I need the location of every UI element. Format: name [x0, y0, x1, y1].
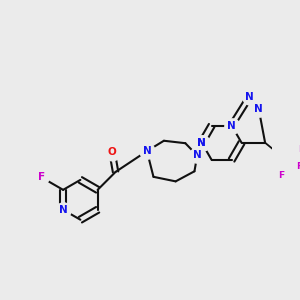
Text: F: F	[298, 146, 300, 154]
Text: N: N	[245, 92, 254, 101]
Text: N: N	[142, 146, 151, 156]
Text: N: N	[197, 138, 206, 148]
Text: F: F	[296, 162, 300, 171]
Text: N: N	[59, 205, 68, 215]
Text: F: F	[278, 171, 284, 180]
Text: O: O	[108, 147, 116, 157]
Text: F: F	[38, 172, 45, 182]
Text: N: N	[193, 151, 202, 160]
Text: N: N	[254, 104, 263, 114]
Text: N: N	[197, 138, 206, 148]
Text: N: N	[227, 121, 236, 130]
